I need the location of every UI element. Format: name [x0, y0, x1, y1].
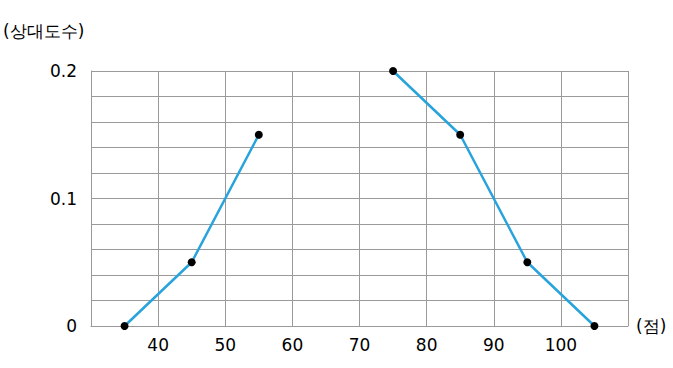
- svg-text:40: 40: [147, 335, 169, 355]
- svg-text:80: 80: [416, 335, 438, 355]
- svg-text:100: 100: [545, 335, 577, 355]
- svg-text:0: 0: [66, 316, 77, 336]
- svg-text:70: 70: [349, 335, 371, 355]
- svg-text:0.1: 0.1: [50, 189, 77, 209]
- svg-text:60: 60: [282, 335, 304, 355]
- svg-text:90: 90: [483, 335, 505, 355]
- svg-text:(점): (점): [636, 316, 666, 336]
- svg-text:(상대도수): (상대도수): [3, 21, 84, 41]
- svg-text:50: 50: [214, 335, 236, 355]
- svg-text:0.2: 0.2: [50, 61, 77, 81]
